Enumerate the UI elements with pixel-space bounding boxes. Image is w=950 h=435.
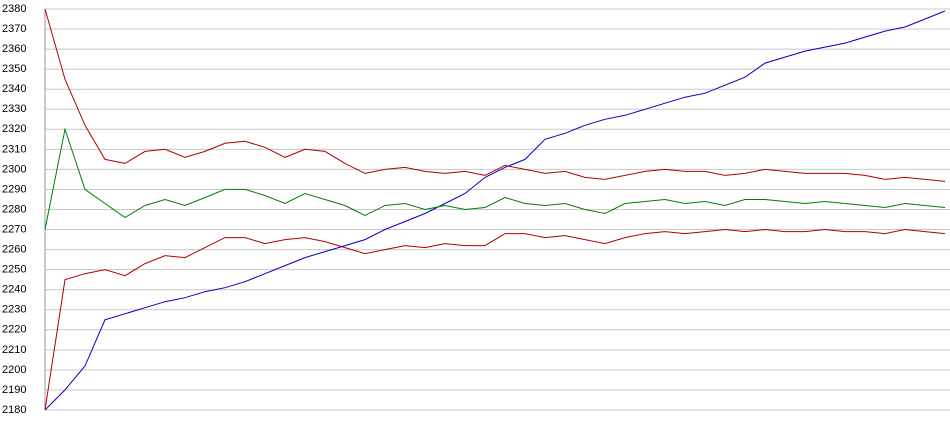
series-line — [44, 127, 946, 230]
y-tick-label: 2270 — [2, 223, 26, 235]
y-tick-label: 2260 — [2, 244, 26, 256]
y-tick-label: 2210 — [2, 344, 26, 356]
y-tick-label: 2320 — [2, 123, 26, 135]
y-tick-label: 2230 — [2, 304, 26, 316]
y-tick-label: 2310 — [2, 143, 26, 155]
y-tick-label: 2200 — [2, 364, 26, 376]
y-tick-label: 2370 — [2, 23, 26, 35]
y-tick-label: 2240 — [2, 284, 26, 296]
series-line — [44, 8, 946, 182]
y-tick-label: 2330 — [2, 103, 26, 115]
series-line — [44, 228, 946, 411]
y-tick-label: 2250 — [2, 264, 26, 276]
y-tick-label: 2350 — [2, 63, 26, 75]
y-tick-label: 2190 — [2, 384, 26, 396]
y-tick-label: 2380 — [2, 3, 26, 15]
series-line — [44, 10, 946, 411]
y-tick-label: 2220 — [2, 324, 26, 336]
y-tick-label: 2360 — [2, 43, 26, 55]
y-tick-label: 2300 — [2, 163, 26, 175]
y-tick-label: 2290 — [2, 183, 26, 195]
y-tick-label: 2280 — [2, 203, 26, 215]
y-tick-label: 2180 — [2, 404, 26, 416]
y-tick-label: 2340 — [2, 83, 26, 95]
